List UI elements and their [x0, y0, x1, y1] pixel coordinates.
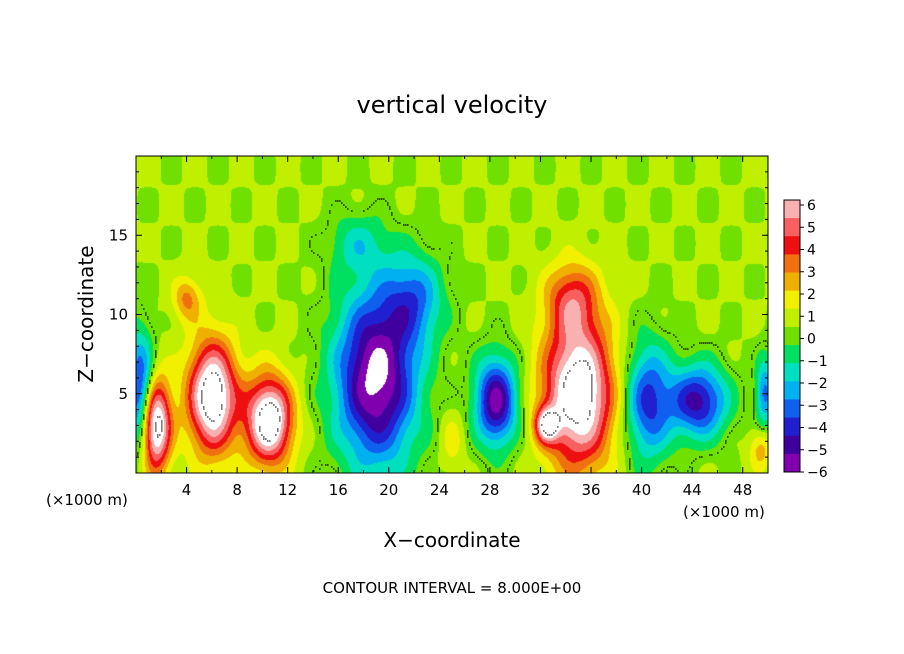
colorbar-label: 5	[807, 220, 816, 236]
zero-contour	[137, 198, 768, 472]
colorbar-label: −2	[807, 376, 828, 392]
colorbar-label: 0	[807, 332, 816, 348]
colorbar-label: 1	[807, 309, 816, 325]
colorbar-label: −1	[807, 354, 828, 370]
colorbar-swatch	[784, 290, 800, 310]
colorbar-label: 2	[807, 287, 816, 303]
colorbar-label: −5	[807, 443, 828, 459]
x-tick-label: 40	[632, 481, 651, 499]
velocity-field-image	[136, 156, 768, 473]
y-tick-label: 15	[109, 226, 128, 244]
colorbar-swatch	[784, 272, 800, 292]
colorbar-swatch	[784, 326, 800, 346]
y-axis: 5 10 15	[109, 171, 768, 458]
colorbar-frame	[783, 199, 801, 473]
x-tick-label: 4	[182, 481, 192, 499]
y-axis-label: Z−coordinate	[74, 245, 98, 382]
x-tick-label: 20	[379, 481, 398, 499]
x-tick-label: 12	[278, 481, 297, 499]
colorbar-label: 6	[807, 198, 816, 214]
x-tick-label: 28	[480, 481, 499, 499]
colorbar-label: 4	[807, 243, 816, 259]
x-tick-label: 44	[683, 481, 702, 499]
x-unit-right: (×1000 m)	[683, 503, 765, 521]
x-tick-label: 32	[531, 481, 550, 499]
colorbar-swatch	[784, 345, 800, 364]
interval-contour	[155, 360, 593, 442]
y-tick-label: 10	[109, 306, 128, 324]
x-axis-label: X−coordinate	[383, 528, 520, 552]
colorbar-swatch	[784, 200, 800, 219]
x-tick-label: 24	[430, 481, 449, 499]
colorbar-label: −3	[807, 398, 828, 414]
colorbar-swatch	[784, 453, 800, 473]
colorbar: 6 5 4 3 2 1 0 −1 −2 −3 −4 −5 −6	[783, 198, 828, 481]
heatmap-field	[136, 156, 768, 473]
colorbar-swatch	[784, 254, 800, 274]
colorbar-swatch	[784, 363, 800, 382]
colorbar-swatch	[784, 308, 800, 328]
colorbar-swatch	[784, 399, 800, 419]
x-tick-label: 48	[733, 481, 752, 499]
colorbar-swatch	[784, 435, 800, 455]
x-axis: 4 8 12 16 20 24 28 32 36 40 44 48	[160, 156, 752, 499]
x-tick-label: 16	[329, 481, 348, 499]
colorbar-label: −6	[807, 465, 828, 481]
colorbar-swatch	[784, 381, 800, 400]
x-tick-label: 8	[232, 481, 242, 499]
contour-lines	[137, 198, 768, 472]
y-tick-label: 5	[118, 385, 128, 403]
x-unit-left: (×1000 m)	[46, 491, 128, 509]
contour-interval-label: CONTOUR INTERVAL = 8.000E+00	[323, 579, 582, 597]
chart-title: vertical velocity	[357, 91, 548, 119]
colorbar-swatch	[784, 218, 800, 237]
colorbar-label: −4	[807, 421, 828, 437]
colorbar-label: 3	[807, 265, 816, 281]
colorbar-swatch	[784, 417, 800, 437]
x-tick-label: 36	[581, 481, 600, 499]
colorbar-swatch	[784, 236, 800, 255]
